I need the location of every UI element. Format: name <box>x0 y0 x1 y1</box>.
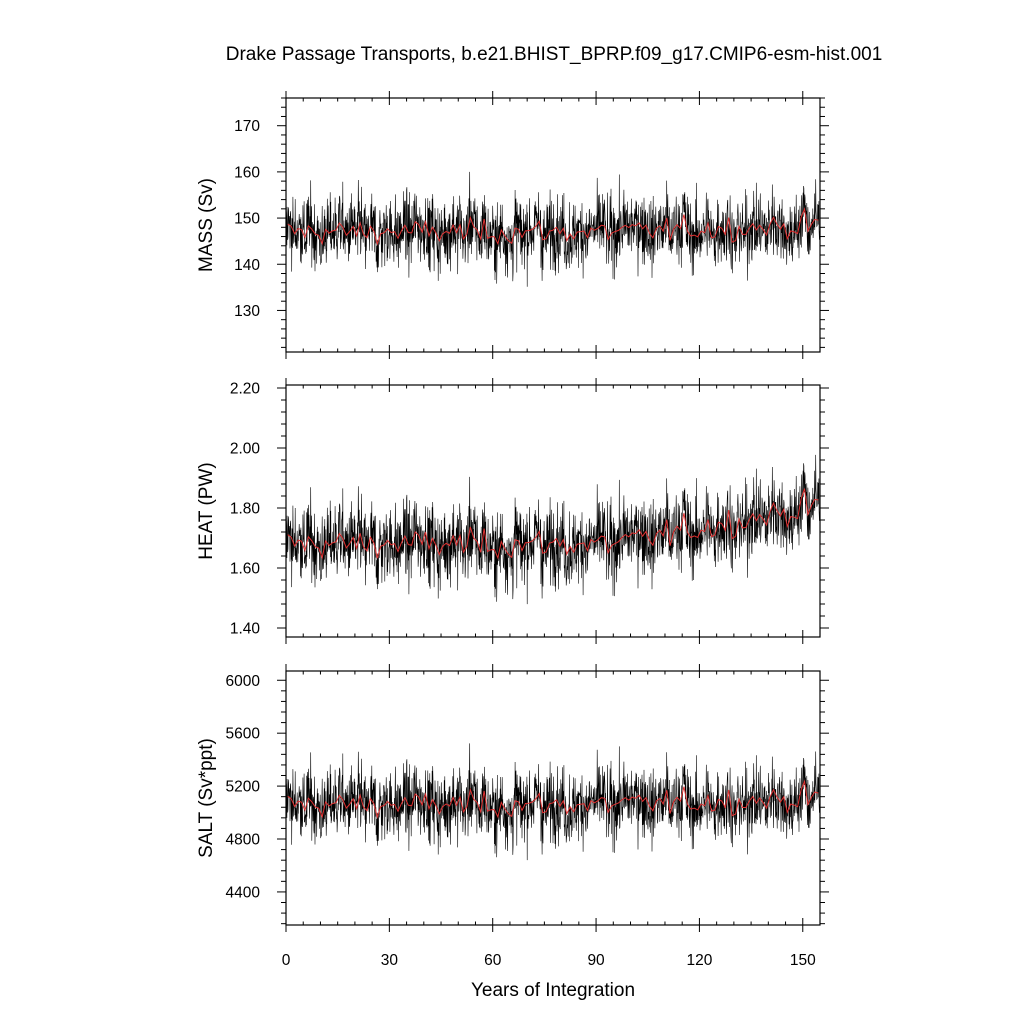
y-axis-label: SALT (Sv*ppt) <box>196 738 217 858</box>
panel-frame <box>285 384 821 638</box>
y-tick-label: 140 <box>234 257 260 274</box>
annual-mean-line <box>287 488 819 560</box>
monthly-series-line <box>285 454 820 605</box>
y-tick-label: 5600 <box>226 726 261 743</box>
x-tick-label: 0 <box>282 952 291 969</box>
y-tick-label: 150 <box>234 211 260 228</box>
x-tick-label: 90 <box>587 952 605 969</box>
y-tick-label: 4400 <box>226 884 261 901</box>
x-tick-label: 150 <box>790 952 816 969</box>
monthly-series-line <box>285 743 820 861</box>
chart-title: Drake Passage Transports, b.e21.BHIST_BP… <box>225 44 883 65</box>
annual-mean-line <box>287 207 819 246</box>
y-axis-label: HEAT (PW) <box>196 462 217 559</box>
y-tick-label: 2.00 <box>230 441 261 458</box>
y-tick-label: 170 <box>234 118 260 135</box>
y-tick-label: 1.80 <box>230 501 261 518</box>
x-tick-label: 60 <box>484 952 502 969</box>
y-tick-label: 6000 <box>226 673 261 690</box>
y-tick-label: 2.20 <box>230 381 261 398</box>
panel-mass: 130 140 150 160 170 MASS (Sv) <box>196 91 829 359</box>
monthly-series-line <box>285 171 820 287</box>
panel-frame <box>285 670 821 926</box>
x-axis-label: Years of Integration <box>471 980 635 1001</box>
y-tick-label: 160 <box>234 164 260 181</box>
panel-salt: 4400 4800 5200 5600 6000 SALT (Sv*ppt) 0 30 60 90… <box>196 664 829 1001</box>
y-axis-label: MASS (Sv) <box>196 178 217 272</box>
y-tick-label: 5200 <box>226 779 261 796</box>
y-tick-label: 1.60 <box>230 561 261 578</box>
y-tick-label: 1.40 <box>230 621 261 638</box>
x-tick-label: 120 <box>686 952 712 969</box>
x-tick-label: 30 <box>381 952 399 969</box>
panel-frame <box>285 97 821 353</box>
y-tick-label: 4800 <box>226 832 261 849</box>
annual-mean-line <box>287 779 819 819</box>
panel-heat: 1.40 1.60 1.80 2.00 2.20 HEAT (PW) <box>196 378 829 644</box>
y-tick-label: 130 <box>234 303 260 320</box>
